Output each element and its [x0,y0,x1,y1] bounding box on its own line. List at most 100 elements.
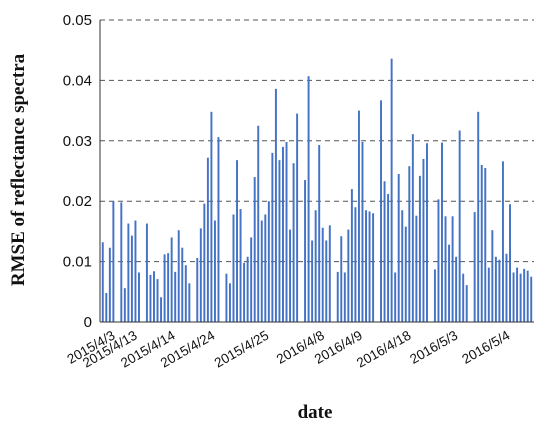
bar [361,142,364,322]
bar [401,210,404,322]
bar [444,216,447,322]
bar [250,237,253,322]
bar [184,265,187,322]
bar [422,158,425,322]
bar [170,237,173,322]
bar [494,256,497,322]
bar [411,134,414,322]
bar [455,256,458,322]
bar [321,227,324,322]
bar [236,160,238,322]
y-tick-label: 0.02 [63,193,92,210]
y-tick-label: 0.03 [63,133,92,150]
bar [228,283,231,322]
bar [160,297,163,322]
bar [246,256,249,322]
bar [257,125,260,322]
bar [217,137,220,322]
bar [112,201,115,322]
bar [127,223,130,322]
bar [120,202,123,322]
bar [314,210,317,322]
bar [163,254,166,322]
bar [477,111,480,322]
bar [203,203,206,322]
y-tick-label: 0 [84,314,92,331]
bar [462,273,465,322]
x-tick-label: 2016/5/3 [407,328,460,367]
bar [285,142,288,322]
y-tick-labels: 0 0.01 0.02 0.03 0.04 0.05 [63,12,92,331]
bar [232,214,235,322]
bar [365,210,367,322]
bar [397,174,400,322]
bar [278,160,281,322]
bar [271,152,274,322]
bar [274,88,277,322]
bars [101,58,533,323]
bar [426,143,428,322]
bar [105,293,108,322]
bar [239,209,242,322]
bar [441,142,443,322]
bar [253,177,256,322]
bar [289,229,292,322]
bar [296,113,299,323]
x-axis-title: date [298,402,333,423]
bar [465,285,468,322]
bar [243,262,246,322]
bar [149,274,152,322]
bar [199,228,202,322]
bar [292,163,295,322]
bar [225,273,228,322]
bar [130,235,133,322]
bar [390,58,393,322]
bar [415,215,418,322]
bar [487,267,490,322]
bar [516,267,519,322]
bar [512,272,515,322]
x-tick-labels: 2015/4/32015/4/132015/4/142015/4/242015/… [65,327,513,370]
bar [153,271,155,322]
bar [188,283,191,322]
bar [380,100,382,322]
bar [267,201,270,322]
bar [145,223,148,322]
bar [260,220,263,322]
bar [174,271,177,322]
bar [387,193,390,322]
bar [347,229,350,322]
y-axis-title: RMSE of reflectance spectra [8,53,29,286]
bar [108,247,111,322]
bar [206,157,209,322]
bar [213,220,216,322]
bar [383,181,386,322]
bar [167,253,170,322]
bar [509,204,511,322]
y-tick-label: 0.05 [63,12,92,29]
bar [448,244,451,322]
bar [134,220,137,322]
bar [484,167,487,322]
bar [372,213,375,322]
bar [437,199,440,322]
bar [196,257,199,322]
bar [311,240,314,322]
bar [123,288,126,322]
bar [340,236,343,322]
bar [408,166,411,322]
bar [418,175,421,322]
bar [354,207,357,322]
x-tick-label: 2015/4/25 [212,328,272,371]
y-tick-label: 0.01 [63,254,92,271]
bar [357,110,360,322]
x-tick-label: 2016/5/4 [459,327,512,367]
axes [99,20,534,323]
bar [156,279,159,322]
bar [505,253,508,322]
bar [304,180,307,322]
bar [138,272,140,322]
bar [501,161,504,322]
bar [404,226,407,322]
bar [264,214,267,322]
